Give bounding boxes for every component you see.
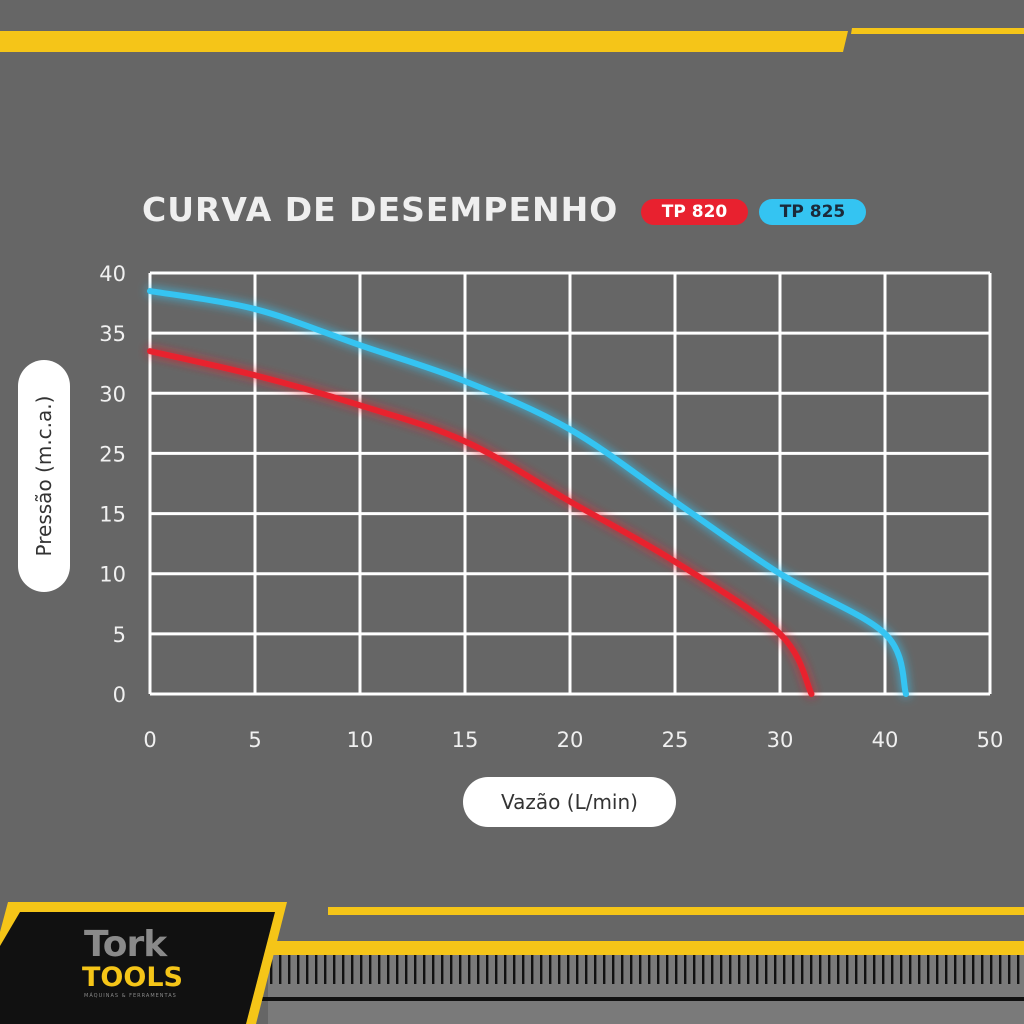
ruler-top-line (268, 941, 1024, 955)
top-accent-stripe (0, 31, 848, 52)
brand-logo-line1: Tork (84, 924, 167, 965)
x-tick-label: 25 (662, 728, 689, 752)
x-tick-label: 0 (143, 728, 156, 752)
chart-series (147, 288, 909, 697)
x-axis-label: Vazão (L/min) (501, 790, 638, 814)
brand-logo-tagline: MÁQUINAS & FERRAMENTAS (84, 993, 177, 999)
legend-tp825: TP 825 (759, 199, 866, 225)
x-tick-label: 50 (977, 728, 1004, 752)
y-tick-label: 40 (99, 262, 126, 286)
x-tick-label: 5 (248, 728, 261, 752)
x-tick-label: 15 (452, 728, 479, 752)
y-tick-label: 0 (113, 683, 126, 707)
x-tick-label: 30 (767, 728, 794, 752)
bottom-accent-stripe (328, 907, 1024, 915)
y-axis-label-pill: Pressão (m.c.a.) (18, 360, 70, 592)
top-accent-stripe-right (851, 28, 1024, 34)
x-tick-label: 40 (872, 728, 899, 752)
logo-block (0, 912, 275, 1024)
legend-tp820: TP 820 (641, 199, 748, 225)
chart-grid (148, 271, 992, 696)
y-tick-label: 25 (99, 442, 126, 466)
y-tick-label: 35 (99, 322, 126, 346)
ruler-ticks (262, 955, 1024, 1001)
x-axis-ticks: 0 5 10 15 20 25 30 40 50 (143, 728, 1003, 752)
chart-title: CURVA DE DESEMPENHO (142, 190, 619, 229)
x-axis-label-pill: Vazão (L/min) (463, 777, 676, 827)
y-tick-label: 15 (99, 503, 126, 527)
y-tick-label: 5 (113, 623, 126, 647)
brand-logo-line2: TOOLS (82, 962, 183, 993)
y-axis-ticks: 0 5 10 15 25 30 35 40 (99, 262, 126, 707)
x-tick-label: 20 (557, 728, 584, 752)
x-tick-label: 10 (347, 728, 374, 752)
ruler-bottom-line (262, 997, 1024, 1001)
y-tick-label: 10 (99, 563, 126, 587)
series-line-tp820 (147, 348, 815, 697)
y-axis-label: Pressão (m.c.a.) (32, 395, 56, 557)
y-tick-label: 30 (99, 382, 126, 406)
